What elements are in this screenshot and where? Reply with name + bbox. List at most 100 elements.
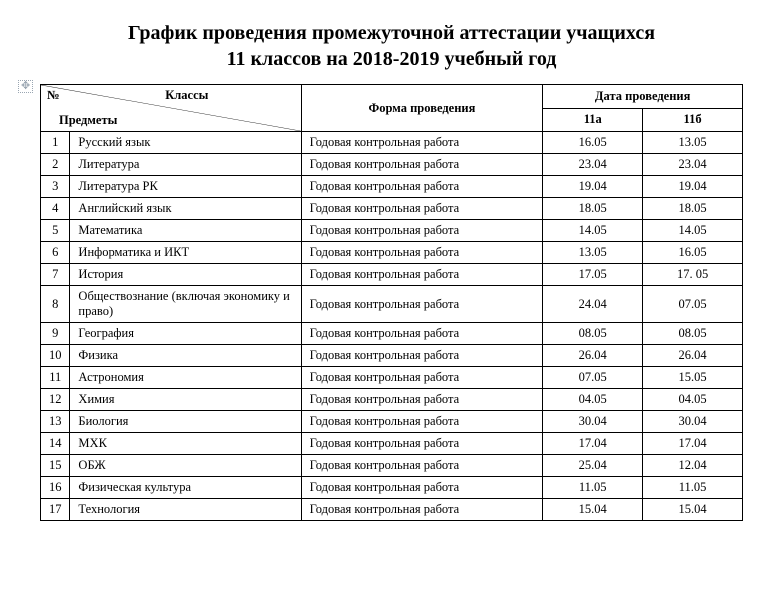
cell-date-a: 17.04 [543, 433, 643, 455]
cell-number: 4 [41, 198, 70, 220]
cell-number: 16 [41, 477, 70, 499]
cell-form: Годовая контрольная работа [301, 455, 543, 477]
cell-subject: Биология [70, 411, 301, 433]
cell-subject: История [70, 264, 301, 286]
cell-date-a: 13.05 [543, 242, 643, 264]
cell-number: 7 [41, 264, 70, 286]
cell-date-b: 07.05 [643, 286, 743, 323]
table-row: 7ИсторияГодовая контрольная работа17.051… [41, 264, 743, 286]
cell-subject: Технология [70, 499, 301, 521]
cell-date-a: 14.05 [543, 220, 643, 242]
cell-date-b: 16.05 [643, 242, 743, 264]
cell-date-a: 26.04 [543, 345, 643, 367]
header-subjects-label: Предметы [59, 113, 117, 128]
cell-number: 14 [41, 433, 70, 455]
cell-date-b: 26.04 [643, 345, 743, 367]
cell-number: 1 [41, 132, 70, 154]
table-row: 16Физическая культураГодовая контрольная… [41, 477, 743, 499]
cell-subject: Английский язык [70, 198, 301, 220]
page-title: График проведения промежуточной аттестац… [40, 20, 743, 72]
cell-form: Годовая контрольная работа [301, 345, 543, 367]
cell-form: Годовая контрольная работа [301, 367, 543, 389]
table-row: 5МатематикаГодовая контрольная работа14.… [41, 220, 743, 242]
cell-date-a: 30.04 [543, 411, 643, 433]
cell-form: Годовая контрольная работа [301, 411, 543, 433]
cell-number: 11 [41, 367, 70, 389]
cell-date-b: 04.05 [643, 389, 743, 411]
cell-date-b: 30.04 [643, 411, 743, 433]
cell-number: 8 [41, 286, 70, 323]
header-class-b: 11б [643, 108, 743, 132]
cell-number: 15 [41, 455, 70, 477]
cell-subject: Литература [70, 154, 301, 176]
cell-number: 12 [41, 389, 70, 411]
cell-form: Годовая контрольная работа [301, 220, 543, 242]
cell-date-a: 23.04 [543, 154, 643, 176]
cell-number: 3 [41, 176, 70, 198]
attestation-table: № Классы Предметы Форма проведения Дата … [40, 84, 743, 521]
table-row: 13БиологияГодовая контрольная работа30.0… [41, 411, 743, 433]
cell-subject: Математика [70, 220, 301, 242]
cell-date-a: 17.05 [543, 264, 643, 286]
table-row: 11АстрономияГодовая контрольная работа07… [41, 367, 743, 389]
table-row: 17ТехнологияГодовая контрольная работа15… [41, 499, 743, 521]
title-line-2: 11 классов на 2018-2019 учебный год [227, 48, 557, 70]
cell-form: Годовая контрольная работа [301, 198, 543, 220]
cell-form: Годовая контрольная работа [301, 433, 543, 455]
table-row: 2ЛитератураГодовая контрольная работа23.… [41, 154, 743, 176]
cell-subject: Обществознание (включая экономику и прав… [70, 286, 301, 323]
cell-form: Годовая контрольная работа [301, 242, 543, 264]
table-row: 12ХимияГодовая контрольная работа04.0504… [41, 389, 743, 411]
cell-form: Годовая контрольная работа [301, 477, 543, 499]
header-form: Форма проведения [301, 85, 543, 132]
cell-form: Годовая контрольная работа [301, 154, 543, 176]
cell-date-b: 17. 05 [643, 264, 743, 286]
header-date: Дата проведения [543, 85, 743, 109]
cell-date-a: 15.04 [543, 499, 643, 521]
header-number-label: № [47, 88, 60, 103]
cell-form: Годовая контрольная работа [301, 499, 543, 521]
cell-date-b: 14.05 [643, 220, 743, 242]
cell-subject: География [70, 323, 301, 345]
table-row: 1Русский языкГодовая контрольная работа1… [41, 132, 743, 154]
header-class-a: 11а [543, 108, 643, 132]
cell-date-a: 11.05 [543, 477, 643, 499]
cell-date-b: 17.04 [643, 433, 743, 455]
cell-date-b: 18.05 [643, 198, 743, 220]
cell-subject: Русский язык [70, 132, 301, 154]
table-row: 3Литература РКГодовая контрольная работа… [41, 176, 743, 198]
cell-date-a: 07.05 [543, 367, 643, 389]
cell-number: 6 [41, 242, 70, 264]
cell-number: 13 [41, 411, 70, 433]
cell-form: Годовая контрольная работа [301, 132, 543, 154]
cell-date-b: 19.04 [643, 176, 743, 198]
cell-subject: Химия [70, 389, 301, 411]
title-line-1: График проведения промежуточной аттестац… [128, 22, 655, 44]
cell-number: 17 [41, 499, 70, 521]
header-diagonal-cell: № Классы Предметы [41, 85, 302, 132]
cell-date-b: 15.05 [643, 367, 743, 389]
cell-date-a: 08.05 [543, 323, 643, 345]
cell-date-b: 08.05 [643, 323, 743, 345]
cell-date-b: 23.04 [643, 154, 743, 176]
table-row: 9ГеографияГодовая контрольная работа08.0… [41, 323, 743, 345]
cell-form: Годовая контрольная работа [301, 176, 543, 198]
header-row-1: № Классы Предметы Форма проведения Дата … [41, 85, 743, 109]
cell-date-b: 11.05 [643, 477, 743, 499]
cell-form: Годовая контрольная работа [301, 286, 543, 323]
cell-subject: Информатика и ИКТ [70, 242, 301, 264]
table-row: 6Информатика и ИКТГодовая контрольная ра… [41, 242, 743, 264]
table-row: 14МХКГодовая контрольная работа17.0417.0… [41, 433, 743, 455]
cell-form: Годовая контрольная работа [301, 323, 543, 345]
cell-number: 2 [41, 154, 70, 176]
cell-subject: Астрономия [70, 367, 301, 389]
cell-form: Годовая контрольная работа [301, 264, 543, 286]
cell-subject: Литература РК [70, 176, 301, 198]
table-row: 15ОБЖГодовая контрольная работа25.0412.0… [41, 455, 743, 477]
cell-date-a: 16.05 [543, 132, 643, 154]
cell-date-b: 13.05 [643, 132, 743, 154]
cell-number: 9 [41, 323, 70, 345]
cell-date-a: 25.04 [543, 455, 643, 477]
cell-date-a: 04.05 [543, 389, 643, 411]
cell-date-a: 19.04 [543, 176, 643, 198]
